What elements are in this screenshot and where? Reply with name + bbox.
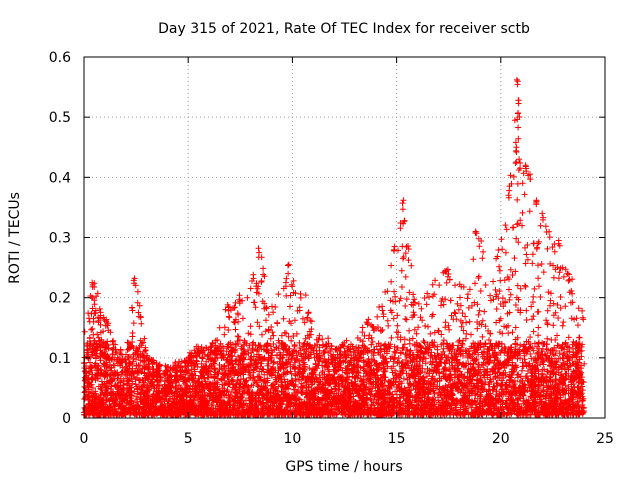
y-tick-label: 0.2 bbox=[49, 291, 71, 307]
y-tick-label: 0.5 bbox=[49, 110, 71, 126]
y-tick-label: 0.4 bbox=[49, 170, 71, 186]
x-axis-label: GPS time / hours bbox=[285, 459, 402, 475]
x-tick-label: 25 bbox=[596, 431, 614, 447]
x-tick-label: 5 bbox=[184, 431, 193, 447]
chart-title: Day 315 of 2021, Rate Of TEC Index for r… bbox=[158, 21, 530, 37]
data-points bbox=[81, 76, 588, 418]
y-tick-label: 0.3 bbox=[49, 231, 71, 247]
roti-series-points bbox=[81, 76, 588, 418]
y-tick-label: 0.6 bbox=[49, 50, 71, 66]
x-tick-label: 15 bbox=[388, 431, 406, 447]
x-tick-label: 0 bbox=[80, 431, 89, 447]
x-tick-label: 10 bbox=[283, 431, 301, 447]
y-axis-label: ROTI / TECUs bbox=[7, 192, 23, 284]
axis-ticks: 0 5 10 15 20 25 0 0.1 0.2 0.3 0.4 0.5 0.6 bbox=[49, 50, 614, 447]
y-tick-label: 0.1 bbox=[49, 351, 71, 367]
x-tick-label: 20 bbox=[492, 431, 510, 447]
y-tick-label: 0 bbox=[62, 411, 71, 427]
